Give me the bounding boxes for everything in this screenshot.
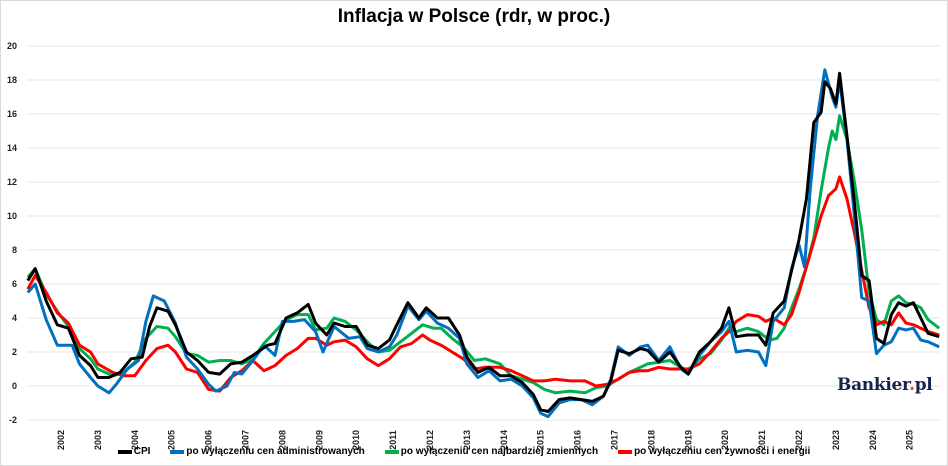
y-tick-label: -2: [9, 415, 17, 425]
x-axis-ticks: 2002 2003 2004 2005 2006 2007 2008 2009 2010 2011…: [56, 430, 915, 450]
y-tick-label: 12: [7, 177, 17, 187]
series-line-0: [26, 71, 940, 413]
legend-item: po wyłączeniu cen administrowanych: [170, 446, 365, 457]
legend-label: po wyłączeniu cen administrowanych: [186, 446, 365, 457]
y-axis-ticks: -2 0 2 4 6 8 10 12 14 16 18 20: [7, 41, 17, 425]
legend-swatch: [117, 449, 132, 454]
legend-label: po wyłączeniu cen żywności i energii: [634, 446, 811, 457]
legend-label: CPI: [133, 446, 151, 457]
x-tick-label: 2015: [536, 430, 546, 450]
x-tick-label: 2020: [720, 430, 730, 450]
legend-swatch: [384, 449, 399, 454]
x-tick-label: 2011: [388, 430, 398, 450]
x-tick-label: 2016: [573, 430, 583, 450]
legend: CPI po wyłączeniu cen administrowanych po …: [0, 446, 948, 457]
x-tick-label: 2003: [93, 430, 103, 450]
x-tick-label: 2009: [314, 430, 324, 450]
legend-swatch: [618, 449, 633, 454]
x-tick-label: 2022: [794, 430, 804, 450]
x-tick-label: 2014: [499, 430, 509, 450]
y-tick-label: 18: [7, 75, 17, 85]
legend-swatch: [170, 449, 185, 454]
y-tick-label: 14: [7, 143, 17, 153]
x-tick-label: 2004: [130, 430, 140, 450]
y-tick-label: 16: [7, 109, 17, 119]
series-lines: [26, 68, 941, 419]
series-line-1: [26, 68, 940, 419]
y-tick-label: 0: [12, 381, 17, 391]
gridlines: [27, 45, 940, 421]
x-tick-label: 2007: [241, 430, 251, 450]
logo-suffix: pl: [914, 375, 933, 395]
y-tick-label: 4: [12, 313, 17, 323]
x-tick-label: 2013: [462, 430, 472, 450]
x-tick-label: 2002: [56, 430, 66, 450]
legend-item: po wyłączeniu cen najbardziej zmiennych: [384, 446, 599, 457]
legend-item: CPI: [117, 446, 151, 457]
y-tick-label: 10: [7, 211, 17, 221]
x-tick-label: 2021: [757, 430, 767, 450]
x-tick-label: 2010: [351, 430, 361, 450]
x-tick-label: 2005: [167, 430, 177, 450]
x-tick-label: 2025: [905, 430, 915, 450]
x-tick-label: 2019: [683, 430, 693, 450]
logo-text: Bankier: [837, 375, 910, 395]
x-tick-label: 2006: [204, 430, 214, 450]
x-tick-label: 2024: [868, 430, 878, 450]
series-line-3: [26, 175, 940, 393]
y-tick-label: 2: [12, 347, 17, 357]
x-tick-label: 2017: [610, 430, 620, 450]
x-tick-label: 2018: [646, 430, 656, 450]
x-tick-label: 2008: [277, 430, 287, 450]
y-tick-label: 8: [12, 245, 17, 255]
logo-dot: .: [909, 375, 915, 395]
chart-title: Inflacja w Polsce (rdr, w proc.): [337, 6, 611, 27]
legend-item: po wyłączeniu cen żywności i energii: [618, 446, 810, 457]
x-tick-label: 2023: [831, 430, 841, 450]
y-tick-label: 6: [12, 279, 17, 289]
x-tick-label: 2012: [425, 430, 435, 450]
legend-label: po wyłączeniu cen najbardziej zmiennych: [400, 446, 599, 457]
bankier-logo: Bankier.pl: [837, 375, 933, 395]
y-tick-label: 20: [7, 41, 17, 51]
